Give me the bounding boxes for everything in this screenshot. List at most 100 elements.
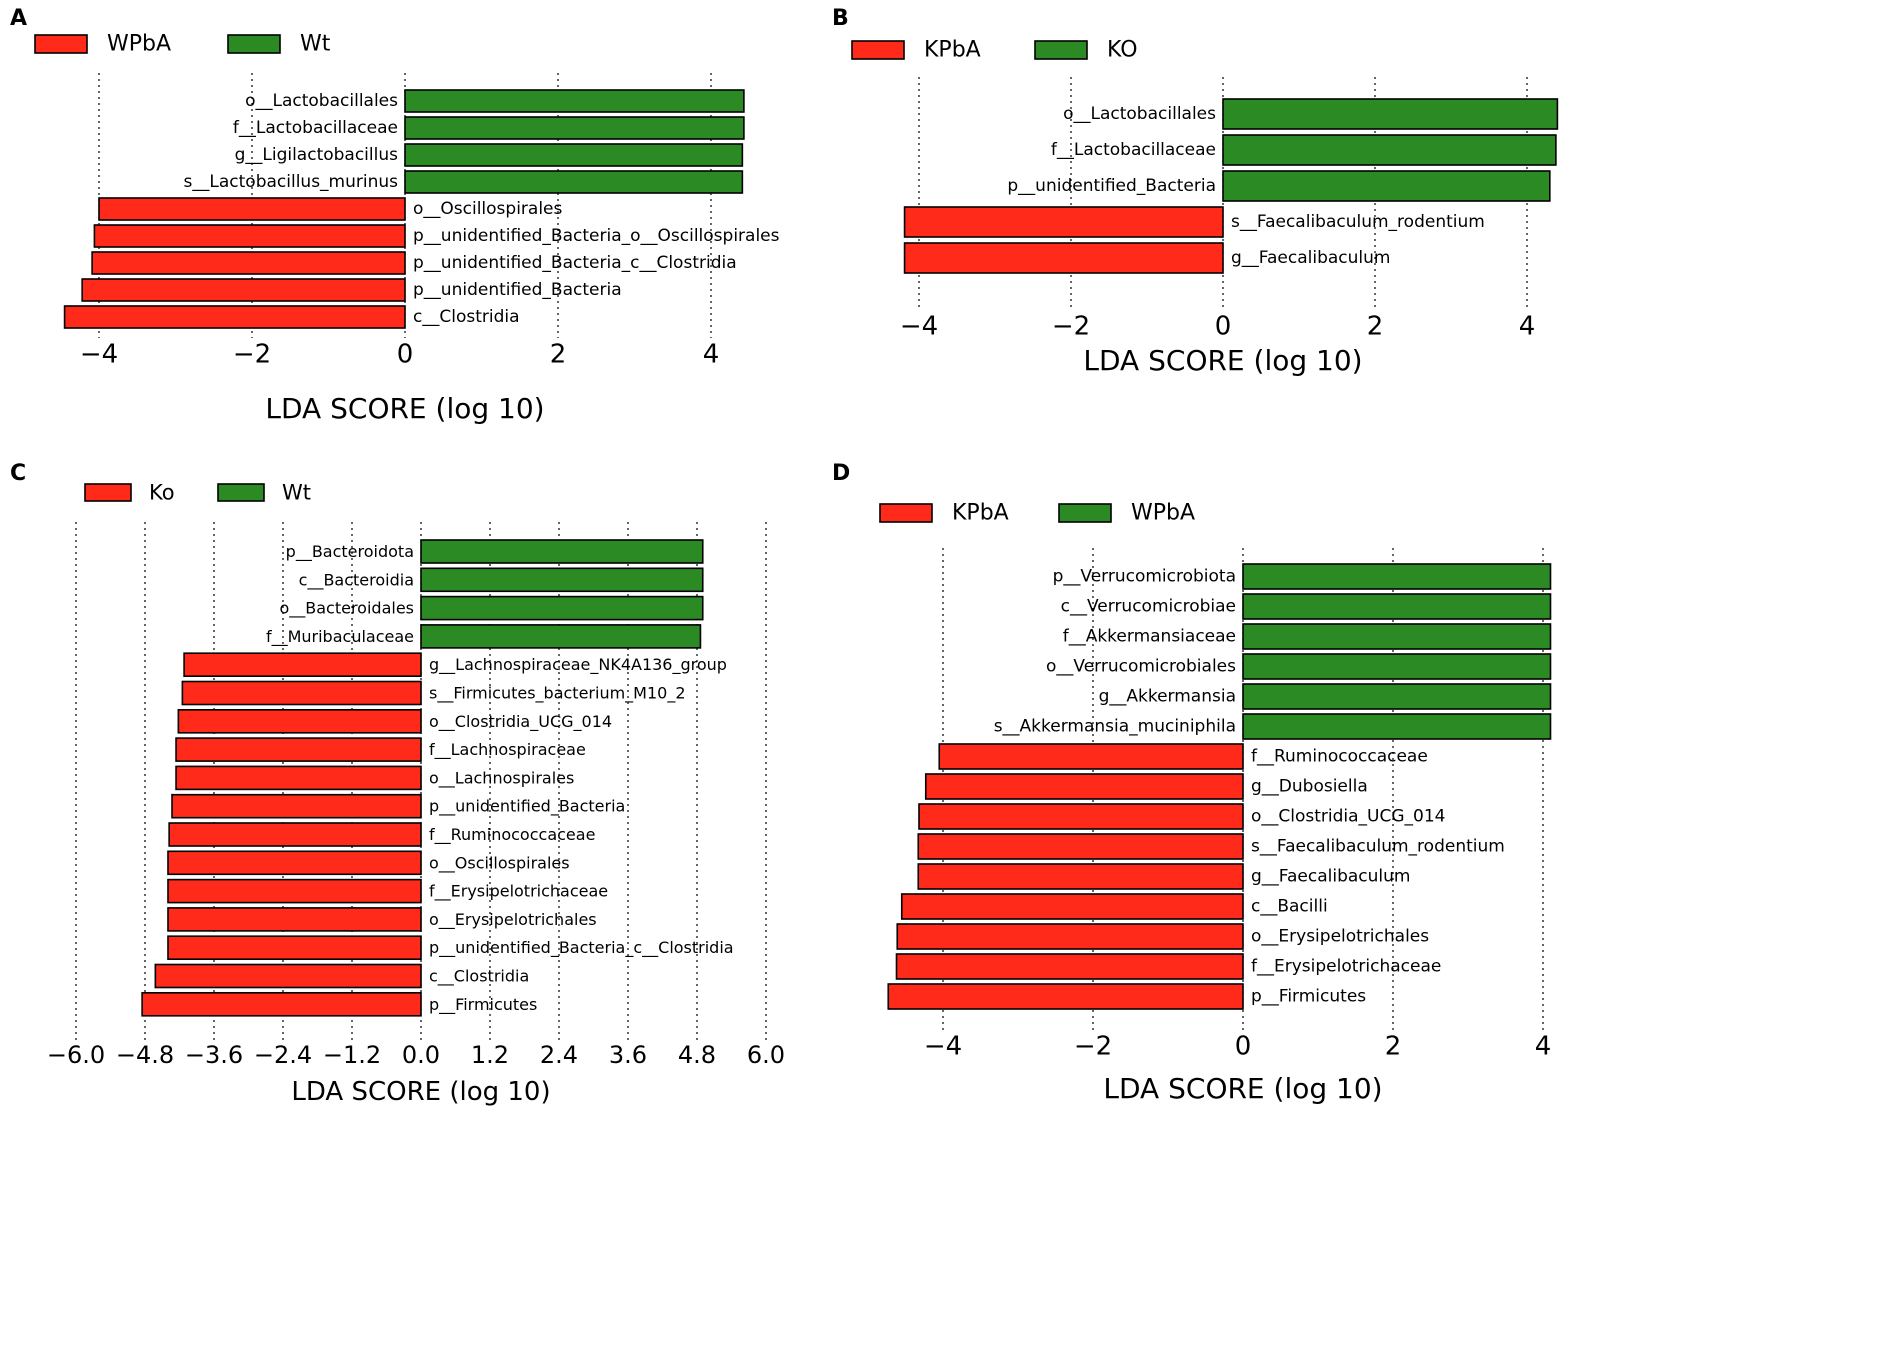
panel-b-bar-label: g__Faecalibaculum: [1231, 248, 1390, 268]
panel-d-bar: [1242, 713, 1552, 740]
panel-d-tick-label: −4: [924, 1032, 962, 1062]
panel-b-legend-swatch: [851, 40, 905, 60]
panel-d-bar-label: o__Erysipelotrichales: [1251, 927, 1429, 947]
panel-c-bar-label: p__unidentified_Bacteria: [429, 797, 625, 817]
panel-b-tick-label: 0: [1215, 312, 1232, 342]
lda-figure: A o__Lactobacillalesf__Lactobacillaceaeg…: [10, 6, 1559, 1107]
panel-c-legend-swatch: [217, 483, 265, 502]
panel-c-bar-label: f__Lachnospiraceae: [429, 740, 586, 760]
panel-b-tick-label: −2: [1052, 312, 1090, 342]
panel-d-bar-label: g__Akkermansia: [1099, 687, 1236, 707]
panel-a-tick-label: 0: [397, 340, 414, 370]
panel-a-bar-label: p__unidentified_Bacteria_c__Clostridia: [413, 253, 737, 273]
panel-d-bar-label: f__Erysipelotrichaceae: [1251, 957, 1441, 977]
panel-a-legend-swatch: [34, 34, 88, 54]
panel-c-bar: [175, 765, 422, 791]
panel-c-bar-label: o__Erysipelotrichales: [429, 910, 597, 930]
panel-b-bar-label: o__Lactobacillales: [1063, 104, 1216, 124]
panel-c-letter: C: [10, 461, 26, 486]
panel-c-bar-label: c__Bacteroidia: [299, 570, 414, 590]
panel-a-xlabel: LDA SCORE (log 10): [265, 392, 544, 425]
panel-d-tick-label: 4: [1535, 1032, 1552, 1062]
panel-c-bar-label: p__unidentified_Bacteria_c__Clostridia: [429, 938, 734, 958]
panel-c-bar: [183, 652, 422, 678]
panel-c-bar: [167, 907, 422, 932]
panel-c-bar: [177, 708, 422, 734]
panel-d-bar: [1242, 653, 1552, 680]
panel-a-bar: [404, 143, 744, 167]
panel-c-bar-label: f__Muribaculaceae: [266, 627, 414, 647]
panel-c-bar: [167, 878, 422, 904]
panel-a-tick-label: 4: [703, 340, 720, 370]
panel-a-tick-label: −4: [80, 340, 118, 370]
panel-d-bar: [1242, 623, 1552, 650]
panel-d-xlabel: LDA SCORE (log 10): [1103, 1072, 1382, 1105]
panel-c-bar: [181, 680, 422, 706]
panel-a-bar: [81, 278, 406, 302]
panel-a-bar-label: g__Ligilactobacillus: [235, 145, 399, 165]
panel-d-bar: [895, 953, 1244, 980]
panel-c-bar: [167, 935, 422, 961]
panel-c-bar: [171, 793, 422, 819]
panel-a-bar-label: s__Lactobacillus_murinus: [184, 172, 399, 192]
panel-c-bar-label: o__Lachnospirales: [429, 768, 574, 788]
panel-d-bar: [1242, 593, 1552, 620]
panel-c-tick-label: −1.2: [323, 1041, 381, 1069]
panel-a-bar: [93, 224, 406, 248]
panel-b-tick-label: 4: [1519, 312, 1536, 342]
panel-a-bar-label: o__Lactobacillales: [245, 91, 398, 111]
panel-c-bar: [167, 850, 422, 876]
panel-d-tick-label: 0: [1235, 1032, 1252, 1062]
panel-c-chart: C p__Bacteroidota c__Bacteroidia o__Bacter…: [10, 461, 785, 1107]
panel-b-bar: [903, 242, 1224, 274]
panel-b-tick-label: −4: [900, 312, 938, 342]
panel-d-legend-swatch: [879, 503, 933, 523]
panel-d-bar-label: c__Bacilli: [1251, 897, 1328, 917]
panel-d-chart: D p__Verrucomicrobiota c__Verrucomicrobia…: [832, 461, 1552, 1105]
panel-c-bar: [420, 624, 702, 649]
panel-c-tick-label: −6.0: [47, 1041, 105, 1069]
panel-a-legend-swatch: [227, 34, 281, 54]
panel-c-bar-label: p__Bacteroidota: [286, 542, 414, 562]
panel-c-legend-swatch: [84, 483, 132, 502]
panel-c-tick-label: −3.6: [185, 1041, 243, 1069]
panel-d-bar: [917, 833, 1244, 860]
panel-c-bar-label: f__Erysipelotrichaceae: [429, 882, 608, 902]
panel-b-bar-label: p__unidentified_Bacteria: [1007, 176, 1216, 196]
panel-b-tick-label: 2: [1367, 312, 1384, 342]
panel-d-bar: [1242, 563, 1552, 590]
panel-a-bar: [98, 197, 406, 221]
panel-b-legend-swatch: [1034, 40, 1088, 60]
panel-a-bar-label: p__unidentified_Bacteria_o__Oscillospira…: [413, 226, 780, 246]
panel-b-legend-label: KO: [1107, 38, 1138, 63]
panel-a-bar: [91, 251, 406, 275]
panel-d-bar: [900, 893, 1244, 920]
panel-c-tick-label: 2.4: [540, 1041, 578, 1069]
panel-d-bar: [924, 773, 1244, 800]
panel-b-bar-label: f__Lactobacillaceae: [1051, 140, 1216, 160]
panel-a-tick-label: 2: [550, 340, 567, 370]
panel-d-tick-label: 2: [1385, 1032, 1402, 1062]
panel-d-bar-label: f__Akkermansiaceae: [1063, 627, 1236, 647]
panel-c-bar-label: o__Oscillospirales: [429, 853, 570, 873]
panel-d-bar: [1242, 683, 1552, 710]
panel-d-bar-label: f__Ruminococcaceae: [1251, 747, 1428, 767]
panel-a-legend-label: WPbA: [107, 32, 171, 57]
panel-d-legend-label: WPbA: [1131, 501, 1195, 526]
panel-b-bar-label: s__Faecalibaculum_rodentium: [1231, 212, 1485, 232]
panel-c-tick-label: 1.2: [471, 1041, 509, 1069]
panel-c-bar-label: o__Bacteroidales: [279, 599, 414, 619]
panel-c-tick-label: 6.0: [747, 1041, 785, 1069]
panel-d-bar: [896, 923, 1244, 950]
panel-d-bar-label: p__Verrucomicrobiota: [1053, 567, 1236, 587]
panel-d-bar-label: g__Dubosiella: [1251, 777, 1368, 797]
panel-c-bar: [141, 991, 422, 1017]
panel-a-chart: A o__Lactobacillales f__Lactobacillaceaeg…: [10, 6, 780, 425]
panel-a-bar-label: f__Lactobacillaceae: [233, 118, 398, 138]
panel-c-legend-label: Ko: [149, 481, 175, 505]
panel-a-letter: A: [10, 6, 27, 31]
panel-c-bar-label: g__Lachnospiraceae_NK4A136_group: [429, 655, 727, 675]
panel-a-bar: [63, 305, 406, 329]
panel-c-bar-label: o__Clostridia_UCG_014: [429, 712, 612, 732]
panel-c-tick-label: 0.0: [402, 1041, 440, 1069]
